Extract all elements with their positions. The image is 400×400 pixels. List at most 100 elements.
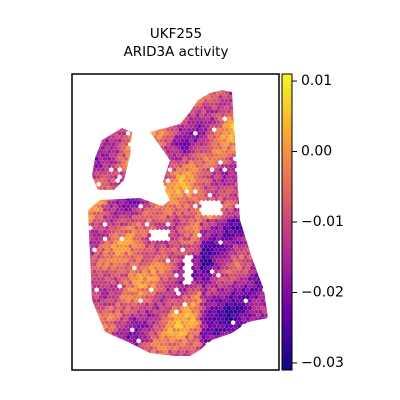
spot bbox=[88, 258, 91, 264]
spot bbox=[123, 156, 129, 162]
spot bbox=[157, 323, 162, 329]
spot bbox=[258, 229, 263, 234]
spot bbox=[105, 327, 110, 333]
spot bbox=[260, 349, 265, 355]
spot bbox=[88, 152, 89, 158]
spot bbox=[182, 105, 187, 111]
spot bbox=[94, 258, 99, 264]
spot bbox=[151, 211, 156, 216]
spot bbox=[180, 123, 185, 129]
spot bbox=[117, 225, 122, 231]
spot bbox=[176, 298, 181, 304]
spot bbox=[218, 145, 223, 151]
spot bbox=[269, 342, 273, 347]
spot bbox=[189, 196, 194, 202]
spot bbox=[214, 283, 219, 289]
spot bbox=[174, 221, 179, 227]
spot bbox=[195, 98, 200, 103]
spot bbox=[256, 145, 261, 151]
spot bbox=[231, 189, 236, 194]
spot bbox=[212, 316, 217, 322]
spot bbox=[216, 323, 221, 329]
spot bbox=[245, 112, 250, 118]
spot bbox=[231, 240, 236, 245]
spot bbox=[264, 94, 268, 100]
spot bbox=[231, 174, 236, 180]
spot bbox=[186, 90, 192, 96]
spot bbox=[100, 90, 105, 92]
spot bbox=[254, 185, 259, 191]
spot bbox=[218, 130, 223, 136]
spot bbox=[241, 221, 246, 227]
spot bbox=[92, 160, 97, 165]
spot bbox=[178, 331, 183, 336]
spot bbox=[197, 312, 202, 318]
spot bbox=[264, 145, 268, 151]
spot bbox=[105, 138, 110, 143]
spot bbox=[241, 185, 246, 191]
spot bbox=[220, 163, 225, 169]
spot bbox=[144, 302, 150, 307]
spot bbox=[258, 353, 263, 356]
spot bbox=[100, 262, 105, 267]
spot bbox=[214, 334, 219, 340]
spot bbox=[231, 94, 236, 100]
spot bbox=[195, 236, 200, 242]
spot bbox=[90, 251, 95, 256]
spot bbox=[128, 149, 133, 154]
spot bbox=[195, 345, 200, 351]
spot bbox=[241, 207, 246, 213]
spot bbox=[98, 214, 103, 220]
spot bbox=[155, 90, 160, 92]
spot bbox=[132, 243, 137, 249]
spot bbox=[113, 109, 118, 114]
spot bbox=[203, 251, 208, 256]
spot bbox=[96, 283, 101, 289]
spot bbox=[96, 334, 101, 340]
spot bbox=[113, 160, 118, 165]
spot bbox=[186, 309, 192, 315]
spot bbox=[130, 152, 135, 158]
spot bbox=[170, 236, 175, 242]
spot bbox=[123, 214, 129, 220]
spot bbox=[121, 334, 126, 340]
spot bbox=[269, 298, 273, 303]
spot bbox=[111, 141, 116, 147]
spot bbox=[111, 156, 116, 162]
spot bbox=[201, 262, 206, 267]
spot bbox=[174, 112, 179, 118]
spot bbox=[203, 338, 208, 344]
spot bbox=[174, 127, 179, 133]
spot bbox=[256, 174, 261, 180]
spot bbox=[113, 174, 118, 180]
spot bbox=[176, 312, 181, 318]
spot bbox=[256, 189, 261, 194]
spot bbox=[94, 309, 99, 315]
spot bbox=[82, 266, 86, 271]
spot bbox=[94, 127, 99, 133]
spot bbox=[151, 101, 156, 107]
spot bbox=[195, 200, 200, 205]
spot bbox=[180, 349, 185, 355]
spot bbox=[159, 211, 164, 216]
spot bbox=[210, 101, 215, 107]
spot bbox=[262, 272, 267, 278]
spot bbox=[109, 320, 114, 325]
spot bbox=[100, 291, 105, 296]
spot bbox=[82, 200, 86, 205]
spot bbox=[90, 207, 95, 213]
spot bbox=[207, 316, 213, 322]
spot bbox=[205, 167, 210, 173]
spot bbox=[222, 269, 227, 274]
spot bbox=[191, 302, 196, 307]
spot bbox=[147, 276, 152, 282]
spot bbox=[210, 160, 215, 165]
spot bbox=[144, 316, 150, 322]
spot bbox=[128, 353, 133, 356]
spot bbox=[142, 90, 147, 92]
spot bbox=[207, 353, 213, 356]
spot bbox=[105, 211, 110, 216]
spot bbox=[249, 112, 255, 118]
spot bbox=[113, 116, 118, 122]
spot bbox=[228, 171, 234, 176]
